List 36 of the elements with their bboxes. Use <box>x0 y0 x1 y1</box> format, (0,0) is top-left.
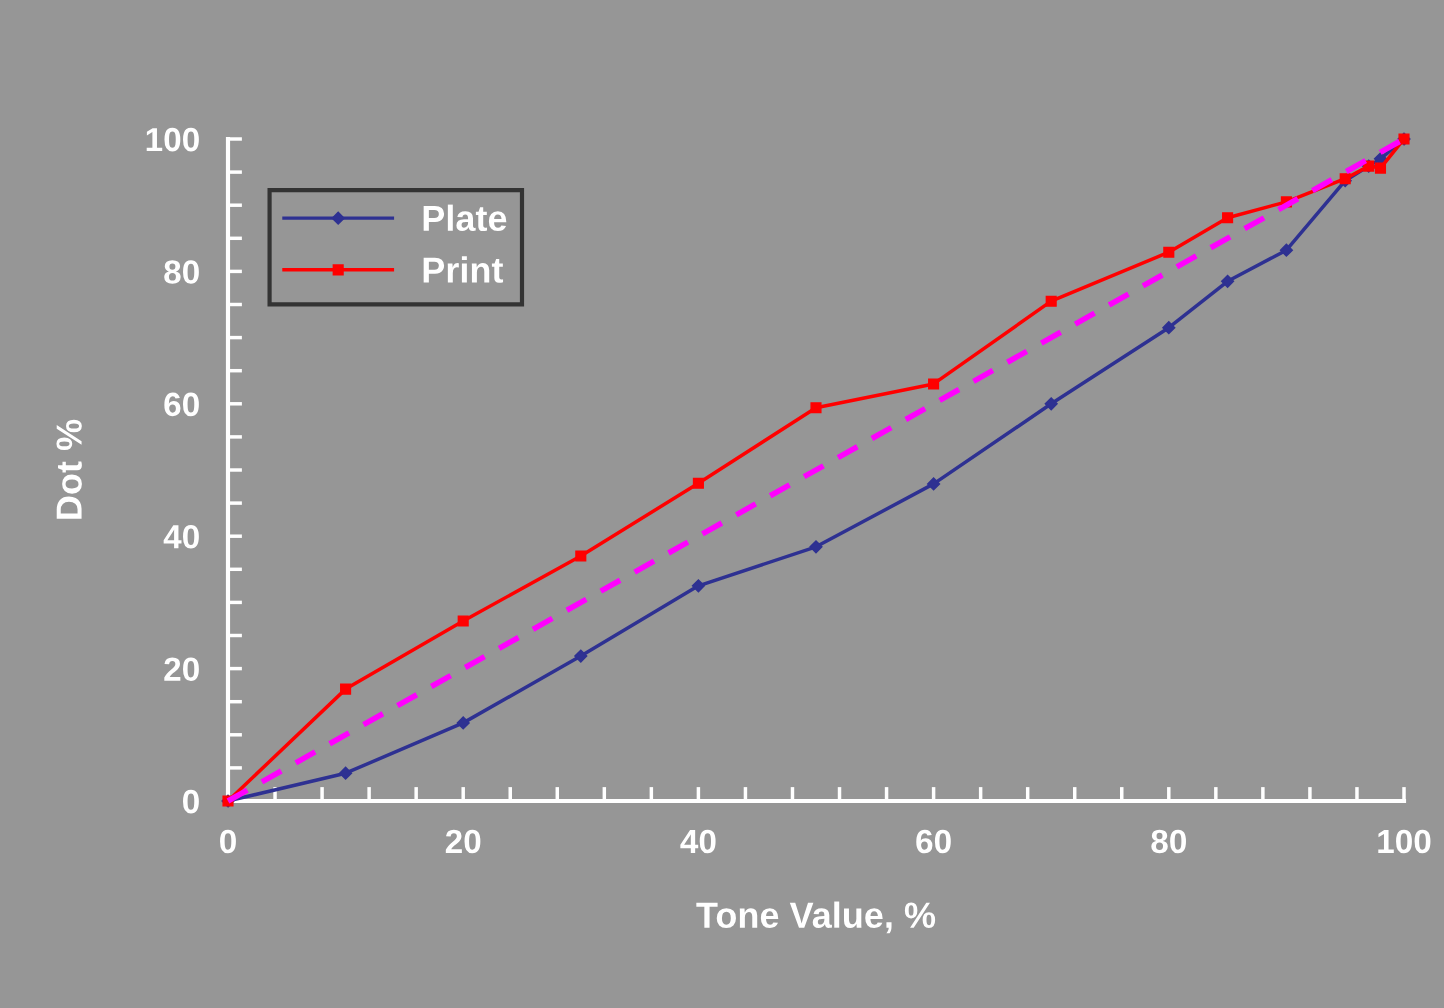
point <box>809 540 823 554</box>
y-tick-label: 100 <box>146 127 199 152</box>
point <box>1044 397 1058 411</box>
x-tick-label: 0 <box>220 829 236 854</box>
x-tick-label: 60 <box>916 829 951 854</box>
x-tick-label: 100 <box>1378 829 1431 854</box>
point <box>1045 295 1057 307</box>
point <box>1222 212 1234 224</box>
legend-label: Plate <box>423 204 507 232</box>
point <box>691 579 705 593</box>
legend-label: Print <box>423 256 504 283</box>
point <box>574 649 588 663</box>
point <box>575 550 587 562</box>
point <box>1163 246 1175 258</box>
x-tick-label: 40 <box>680 829 716 854</box>
point <box>1279 243 1293 257</box>
point <box>1374 162 1387 174</box>
point <box>340 683 352 695</box>
point <box>810 402 822 414</box>
y-tick-label: 60 <box>164 392 199 417</box>
x-axis-title: Tone Value, % <box>696 901 936 934</box>
x-tick-label: 80 <box>1151 829 1186 854</box>
point <box>1162 321 1176 335</box>
point <box>927 477 941 491</box>
y-tick-label: 20 <box>164 657 199 682</box>
point <box>339 766 353 780</box>
x-tick-label: 20 <box>445 829 481 854</box>
point <box>692 477 704 489</box>
point <box>456 716 470 730</box>
point <box>457 615 469 627</box>
y-tick-label: 0 <box>183 789 199 814</box>
y-tick-label: 40 <box>163 525 199 549</box>
point <box>928 378 940 390</box>
y-axis-title: Dot % <box>56 419 82 519</box>
y-tick-label: 80 <box>164 260 199 284</box>
point <box>1221 274 1235 288</box>
